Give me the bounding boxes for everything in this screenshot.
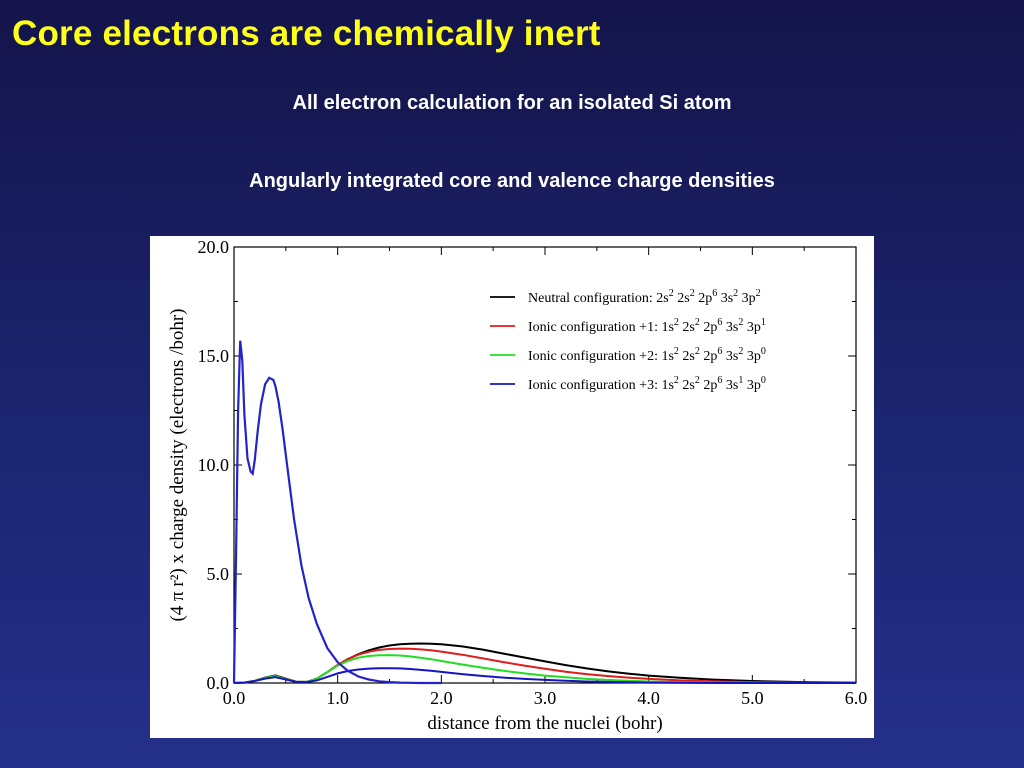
x-tick-label: 1.0 — [326, 688, 349, 708]
axes-frame — [233, 246, 857, 684]
axis-labels: 0.0 1.0 2.0 3.0 4.0 5.0 6.0 0.0 5.0 10.0 15.0 20.0 d… — [167, 237, 867, 734]
y-tick-label: 10.0 — [198, 455, 230, 475]
curves — [232, 340, 857, 685]
legend-entry-1: Neutral configuration: 2s2 2s2 2p6 3s2 3… — [528, 288, 761, 306]
y-tick-label: 5.0 — [207, 564, 230, 584]
subtitle-densities: Angularly integrated core and valence ch… — [249, 170, 775, 192]
x-tick-label: 4.0 — [637, 688, 660, 708]
y-tick-label: 0.0 — [207, 673, 230, 693]
core-density-line — [232, 340, 442, 685]
plot-frame — [233, 246, 857, 684]
charge-density-chart: Neutral configuration: 2s2 2s2 2p6 3s2 3… — [167, 237, 867, 734]
x-tick-label: 5.0 — [741, 688, 764, 708]
x-tick-label: 6.0 — [845, 688, 868, 708]
x-tick-label: 3.0 — [534, 688, 557, 708]
y-axis-label: (4 π r²) x charge density (electrons /bo… — [167, 308, 188, 621]
legend-entry-3: Ionic configuration +2: 1s2 2s2 2p6 3s2 … — [528, 346, 766, 364]
legend-entry-4: Ionic configuration +3: 1s2 2s2 2p6 3s1 … — [528, 375, 766, 393]
x-tick-label: 0.0 — [223, 688, 246, 708]
slide-title: Core electrons are chemically inert — [12, 14, 601, 53]
y-tick-label: 15.0 — [198, 346, 230, 366]
x-axis-label: distance from the nuclei (bohr) — [427, 713, 662, 734]
subtitle-calculation: All electron calculation for an isolated… — [292, 92, 732, 114]
y-tick-label: 20.0 — [198, 237, 230, 257]
legend: Neutral configuration: 2s2 2s2 2p6 3s2 3… — [490, 288, 766, 393]
legend-entry-2: Ionic configuration +1: 1s2 2s2 2p6 3s2 … — [528, 317, 766, 335]
x-tick-label: 2.0 — [430, 688, 453, 708]
chart-panel: Neutral configuration: 2s2 2s2 2p6 3s2 3… — [150, 236, 874, 738]
series-line-4 — [233, 667, 856, 684]
